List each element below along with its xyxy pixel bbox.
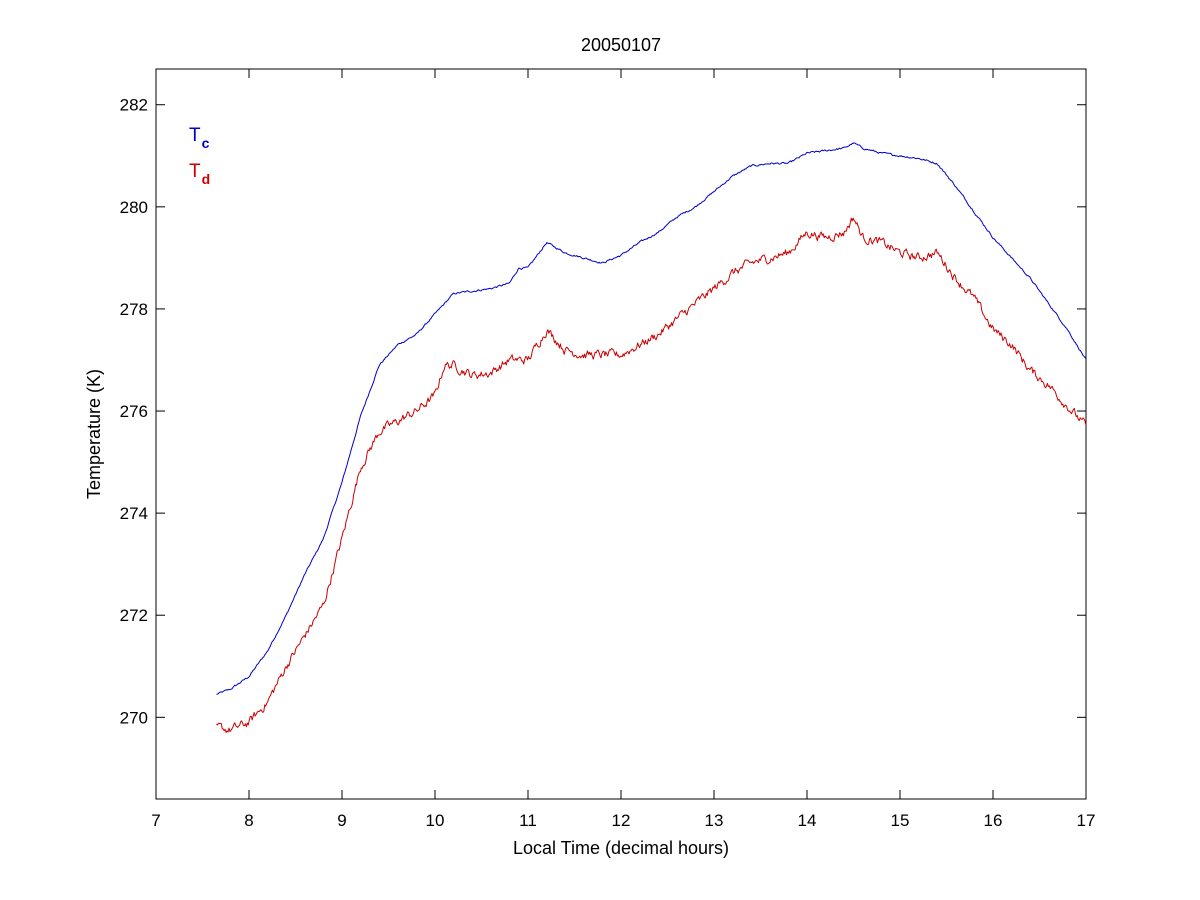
plot-area (155, 68, 1087, 800)
chart-title: 20050107 (581, 35, 661, 55)
x-tick-label: 7 (151, 811, 160, 830)
y-tick-label: 270 (120, 708, 148, 727)
axis-ticks (155, 69, 1087, 799)
x-tick-label: 11 (519, 811, 537, 830)
x-tick-label: 17 (1077, 811, 1096, 830)
legend-entry-Td: Td (189, 161, 210, 187)
x-tick-label: 13 (705, 811, 724, 830)
y-axis-label: Temperature (K) (84, 369, 104, 499)
series-line-Td (216, 217, 1087, 734)
legend-entry-Tc: Tc (189, 125, 210, 151)
x-tick-label: 8 (244, 811, 253, 830)
x-tick-label: 16 (984, 811, 1003, 830)
x-axis-label: Local Time (decimal hours) (513, 838, 729, 858)
data-series (216, 142, 1087, 734)
x-tick-label: 15 (891, 811, 910, 830)
y-tick-label: 278 (120, 300, 148, 319)
axis-tick-labels: 7 8 9 10 11 12 13 14 15 16 17 270 272 274 276 278 280 282 (120, 96, 1096, 830)
x-tick-label: 10 (426, 811, 445, 830)
y-tick-label: 282 (120, 96, 148, 115)
y-tick-label: 276 (120, 402, 148, 421)
y-tick-label: 280 (120, 198, 148, 217)
y-tick-label: 274 (120, 504, 148, 523)
x-tick-label: 14 (798, 811, 817, 830)
y-tick-label: 272 (120, 606, 148, 625)
series-line-Tc (216, 142, 1087, 695)
legend: Tc Td (189, 125, 210, 187)
x-tick-label: 12 (612, 811, 631, 830)
x-tick-label: 9 (337, 811, 346, 830)
